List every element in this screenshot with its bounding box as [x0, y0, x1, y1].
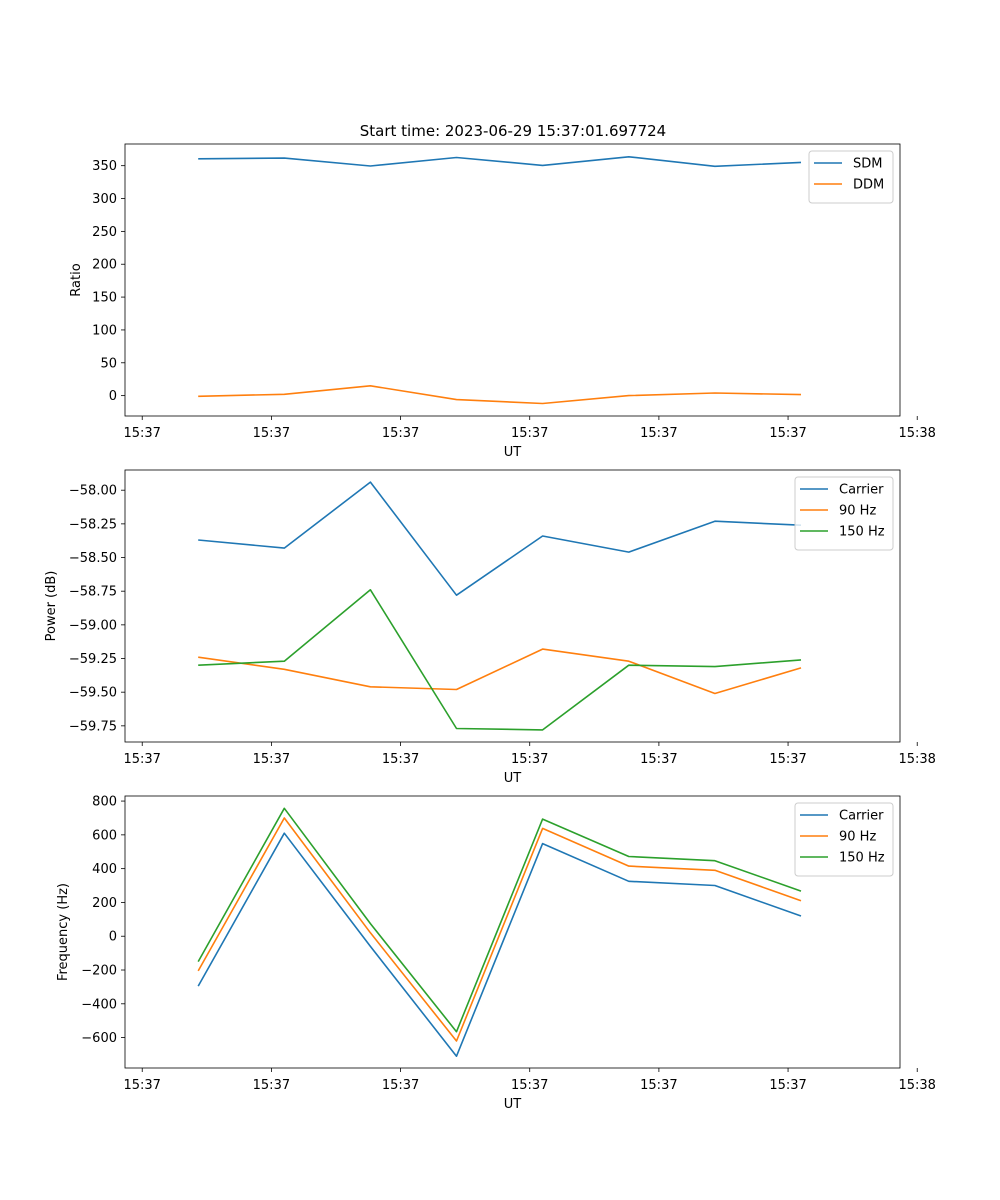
y-tick-label: −58.00 — [69, 484, 117, 499]
series-line-carrier — [198, 481, 802, 597]
y-tick-label: −600 — [81, 1031, 117, 1046]
x-tick-label: 15:37 — [511, 752, 548, 767]
x-tick-label: 15:37 — [382, 426, 419, 441]
y-tick-label: 800 — [92, 795, 117, 810]
x-tick-label: 15:37 — [253, 752, 290, 767]
series-line-ddm — [198, 384, 802, 405]
x-axis-label: UT — [504, 1097, 522, 1112]
y-tick-label: 300 — [92, 192, 117, 207]
y-tick-label: 200 — [92, 896, 117, 911]
y-axis-label: Power (dB) — [44, 571, 59, 642]
series-line-150-hz — [198, 588, 802, 731]
x-tick-label: 15:37 — [123, 752, 160, 767]
x-tick-label: 15:37 — [640, 426, 677, 441]
y-tick-label: −58.50 — [69, 551, 117, 566]
series-line-90-hz — [197, 817, 802, 1042]
y-tick-label: −400 — [81, 997, 117, 1012]
x-tick-label: 15:37 — [123, 1078, 160, 1093]
x-tick-label: 15:37 — [253, 426, 290, 441]
x-tick-label: 15:37 — [640, 1078, 677, 1093]
y-tick-label: −58.75 — [69, 585, 117, 600]
legend-label: 90 Hz — [839, 504, 876, 519]
legend: Carrier 90 Hz 150 Hz — [794, 802, 894, 877]
figure-title: Start time: 2023-06-29 15:37:01.697724 — [360, 122, 666, 140]
legend-label: Carrier — [839, 809, 884, 824]
x-tick-label: 15:38 — [898, 426, 935, 441]
x-tick-label: 15:37 — [511, 1078, 548, 1093]
y-tick-label: 50 — [100, 356, 117, 371]
y-tick-label: 0 — [109, 930, 117, 945]
y-tick-label: 250 — [92, 225, 117, 240]
legend-label: DDM — [853, 178, 884, 193]
y-tick-label: −59.25 — [69, 652, 117, 667]
axes-frame — [124, 469, 901, 743]
panel-3: 15:37 15:37 15:37 15:37 15:37 15:37 15:38 −600 −… — [56, 795, 936, 1112]
x-tick-label: 15:37 — [253, 1078, 290, 1093]
y-tick-label: 200 — [92, 258, 117, 273]
y-tick-label: −58.25 — [69, 517, 117, 532]
x-axis-label: UT — [504, 445, 522, 460]
y-tick-label: −59.50 — [69, 686, 117, 701]
x-tick-label: 15:37 — [382, 1078, 419, 1093]
x-tick-label: 15:37 — [640, 752, 677, 767]
y-tick-label: 150 — [92, 291, 117, 306]
x-tick-label: 15:37 — [511, 426, 548, 441]
series-line-sdm — [198, 156, 802, 168]
x-tick-label: 15:38 — [898, 752, 935, 767]
legend-label: 150 Hz — [839, 851, 885, 866]
x-tick-label: 15:38 — [898, 1078, 935, 1093]
series-line-carrier — [197, 832, 802, 1057]
y-tick-label: 0 — [109, 389, 117, 404]
panel-2: 15:37 15:37 15:37 15:37 15:37 15:37 15:38 −58.0… — [44, 469, 936, 786]
legend-label: 90 Hz — [839, 830, 876, 845]
y-tick-label: 600 — [92, 828, 117, 843]
x-tick-label: 15:37 — [769, 426, 806, 441]
y-tick-label: 350 — [92, 159, 117, 174]
series-line-150-hz — [197, 807, 802, 1033]
legend-label: 150 Hz — [839, 525, 885, 540]
axes-frame — [124, 795, 901, 1069]
legend: Carrier 90 Hz 150 Hz — [794, 476, 894, 551]
panel-1: 15:37 15:37 15:37 15:37 15:37 15:37 15:38 0 50 10… — [69, 143, 936, 460]
y-axis-label: Ratio — [69, 263, 84, 296]
legend-label: Carrier — [839, 483, 884, 498]
y-tick-label: 400 — [92, 862, 117, 877]
y-tick-label: −200 — [81, 964, 117, 979]
x-tick-label: 15:37 — [123, 426, 160, 441]
x-tick-label: 15:37 — [769, 1078, 806, 1093]
axes-frame — [124, 143, 901, 417]
legend: SDM DDM — [808, 150, 894, 204]
x-tick-label: 15:37 — [769, 752, 806, 767]
panels: 15:37 15:37 15:37 15:37 15:37 15:37 15:38 0 50 10… — [44, 143, 936, 1112]
x-axis-label: UT — [504, 771, 522, 786]
series-line-90-hz — [198, 648, 802, 695]
legend-box — [808, 150, 894, 204]
legend-label: SDM — [853, 157, 882, 172]
y-tick-label: −59.75 — [69, 719, 117, 734]
y-tick-label: −59.00 — [69, 618, 117, 633]
y-axis-label: Frequency (Hz) — [56, 883, 71, 981]
x-tick-label: 15:37 — [382, 752, 419, 767]
y-tick-label: 100 — [92, 323, 117, 338]
